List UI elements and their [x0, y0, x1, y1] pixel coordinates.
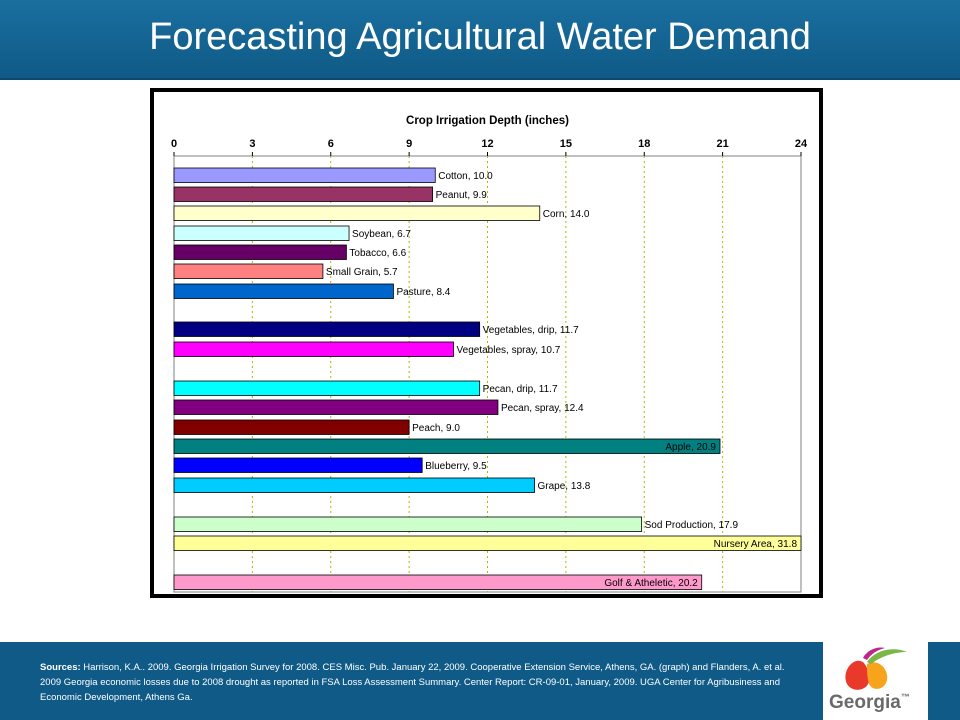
- peach-logo-icon: [845, 647, 907, 690]
- bar-data-label: Pecan, spray, 12.4: [501, 403, 584, 414]
- x-tick-label: 18: [638, 138, 650, 150]
- bar: [173, 205, 541, 221]
- slide-title: Forecasting Agricultural Water Demand: [149, 16, 811, 58]
- bar: [173, 321, 481, 337]
- sources-footer: Sources: Harrison, K.A.. 2009. Georgia I…: [0, 642, 960, 720]
- bar: [173, 399, 499, 415]
- bar-data-label: Grape, 13.8: [538, 481, 591, 492]
- irrigation-chart: Crop Irrigation Depth (inches) 0 3 6 9 12 15 18…: [150, 88, 823, 598]
- x-tick-label: 12: [481, 138, 493, 150]
- sources-text: Sources: Harrison, K.A.. 2009. Georgia I…: [40, 660, 800, 705]
- bar: [173, 380, 481, 396]
- bar-data-label: Golf & Atheletic, 20.2: [604, 578, 698, 589]
- x-tick-label: 24: [795, 138, 808, 150]
- bar: [173, 341, 454, 357]
- bar: [173, 186, 434, 202]
- x-tick-label: 9: [406, 138, 412, 150]
- x-tick-label: 21: [717, 138, 729, 150]
- bar-data-label: Nursery Area, 31.8: [714, 539, 798, 550]
- bar: [173, 263, 324, 279]
- bar: [173, 457, 423, 473]
- bar: [173, 419, 410, 435]
- bar: [173, 283, 394, 299]
- bar-data-label: Blueberry, 9.5: [425, 461, 487, 472]
- bar-data-label: Vegetables, drip, 11.7: [483, 325, 579, 336]
- sources-body: Harrison, K.A.. 2009. Georgia Irrigation…: [40, 662, 785, 703]
- bar-data-label: Soybean, 6.7: [352, 229, 411, 240]
- bar: [173, 225, 350, 241]
- bar: [173, 244, 347, 260]
- bar: [173, 535, 802, 551]
- bar: [173, 438, 721, 454]
- x-tick-label: 3: [249, 138, 255, 150]
- bar-data-label: Peanut, 9.9: [436, 190, 488, 201]
- logo-trademark: ™: [900, 692, 910, 702]
- bar-data-label: Sod Production, 17.9: [645, 520, 739, 531]
- bar: [173, 477, 535, 493]
- logo-name: Georgia: [829, 692, 901, 713]
- title-bar: Forecasting Agricultural Water Demand: [0, 0, 960, 80]
- x-tick-label: 6: [328, 138, 334, 150]
- x-tick-label: 0: [171, 138, 177, 150]
- bar-data-label: Cotton, 10.0: [438, 171, 493, 182]
- bar-data-label: Pasture, 8.4: [396, 287, 450, 298]
- x-tick-label: 15: [560, 138, 572, 150]
- logo-wordmark: Georgia™: [829, 692, 910, 714]
- bar: [173, 167, 436, 183]
- bar-data-label: Corn, 14.0: [543, 209, 590, 220]
- bar-data-label: Peach, 9.0: [412, 423, 460, 434]
- sources-label: Sources:: [40, 662, 81, 673]
- bar-data-label: Pecan, drip, 11.7: [483, 384, 558, 395]
- bar: [173, 574, 703, 590]
- chart-title: Crop Irrigation Depth (inches): [406, 115, 569, 127]
- bar-data-label: Vegetables, spray, 10.7: [457, 345, 561, 356]
- chart-svg: Crop Irrigation Depth (inches) 0 3 6 9 12 15 18…: [171, 115, 808, 593]
- bar-data-label: Small Grain, 5.7: [326, 267, 398, 278]
- bar: [173, 516, 643, 532]
- bar-data-label: Tobacco, 6.6: [349, 248, 406, 259]
- bar-data-label: Apple, 20.9: [665, 442, 716, 453]
- georgia-logo: Georgia™: [823, 642, 928, 720]
